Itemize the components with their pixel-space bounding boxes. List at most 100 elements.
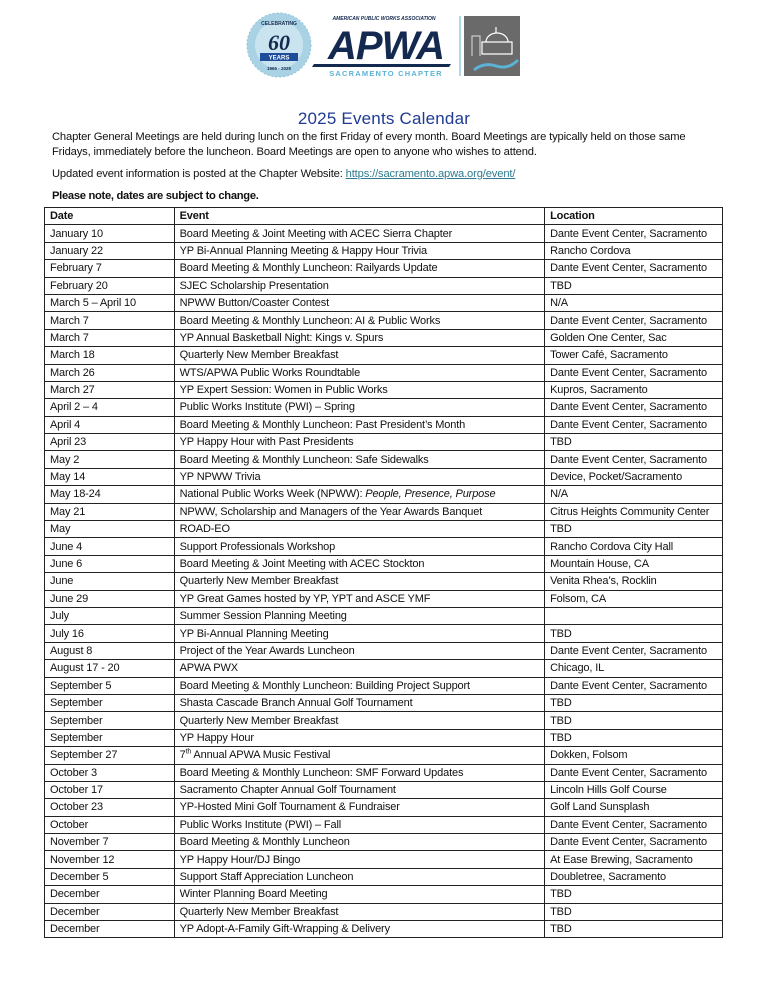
event-text: YP Bi-Annual Planning Meeting xyxy=(179,627,329,640)
table-row: March 27 YP Expert Session: Women in Publ… xyxy=(44,380,723,400)
event-location: Dante Event Center, Sacramento xyxy=(544,833,723,852)
event-text: Board Meeting & Monthly Luncheon: AI & P… xyxy=(179,314,441,327)
event-text: SJEC Scholarship Presentation xyxy=(179,279,329,292)
intro-section: Chapter General Meetings are held during… xyxy=(52,130,722,211)
event-name: Public Works Institute (PWI) – Fall xyxy=(173,815,546,835)
table-row: June 6 Board Meeting & Joint Meeting with… xyxy=(44,554,723,574)
website-info: Updated event information is posted at t… xyxy=(52,168,516,180)
svg-text:YEARS: YEARS xyxy=(269,56,290,62)
event-date: June 29 xyxy=(44,589,175,608)
event-text: YP Happy Hour/DJ Bingo xyxy=(179,853,301,866)
event-date: May 21 xyxy=(44,502,175,522)
event-name: YP Happy Hour with Past Presidents xyxy=(173,433,546,452)
event-name: YP Bi-Annual Planning Meeting & Happy Ho… xyxy=(173,241,546,261)
table-row: October Public Works Institute (PWI) – Fa… xyxy=(44,815,723,835)
event-text: Public Works Institute (PWI) – Fall xyxy=(179,818,342,831)
event-text: Board Meeting & Joint Meeting with ACEC … xyxy=(179,227,453,240)
event-date: January 22 xyxy=(44,241,175,261)
event-text: YP Bi-Annual Planning Meeting & Happy Ho… xyxy=(179,244,428,257)
event-date: January 10 xyxy=(44,224,175,243)
event-text: Board Meeting & Monthly Luncheon: Railya… xyxy=(179,262,438,275)
event-date: July xyxy=(44,606,175,626)
table-row: May 2 Board Meeting & Monthly Luncheon: S… xyxy=(44,450,723,469)
event-location: TBD xyxy=(544,520,723,539)
event-location: Venita Rhea’s, Rocklin xyxy=(544,572,723,591)
event-date: October 3 xyxy=(44,763,175,782)
event-location: Folsom, CA xyxy=(544,589,723,608)
event-location: Device, Pocket/Sacramento xyxy=(544,467,723,487)
event-date: July 16 xyxy=(44,624,175,643)
event-location: Golden One Center, Sac xyxy=(544,328,723,348)
event-location: TBD xyxy=(544,433,723,452)
event-text: Support Professionals Workshop xyxy=(179,540,336,553)
table-row: December 5 Support Staff Appreciation Lun… xyxy=(44,867,723,887)
event-location: TBD xyxy=(544,885,723,904)
event-name: Quarterly New Member Breakfast xyxy=(173,346,546,365)
event-date: September xyxy=(44,693,175,713)
event-name: Board Meeting & Monthly Luncheon: AI & P… xyxy=(173,311,546,330)
event-location: TBD xyxy=(544,902,723,922)
event-date: October 23 xyxy=(44,798,175,817)
event-text: Quarterly New Member Breakfast xyxy=(179,575,339,588)
event-text: APWA PWX xyxy=(179,662,238,675)
event-name: Support Professionals Workshop xyxy=(173,537,546,556)
event-name: YP-Hosted Mini Golf Tournament & Fundrai… xyxy=(173,798,546,817)
table-row: April 2 – 4 Public Works Institute (PWI) … xyxy=(44,398,723,417)
event-name: Shasta Cascade Branch Annual Golf Tourna… xyxy=(173,693,546,713)
table-header-row: Date Event Location xyxy=(44,206,723,226)
event-name: Project of the Year Awards Luncheon xyxy=(173,641,546,661)
event-text: National Public Works Week (NPWW): xyxy=(179,488,366,501)
svg-text:60: 60 xyxy=(268,30,290,55)
event-text: YP Happy Hour with Past Presidents xyxy=(179,436,354,449)
event-location: Dante Event Center, Sacramento xyxy=(544,815,723,835)
event-date: March 26 xyxy=(44,363,175,382)
event-date: April 4 xyxy=(44,415,175,435)
event-text: Board Meeting & Monthly Luncheon: Past P… xyxy=(179,418,466,431)
event-date: June xyxy=(44,572,175,591)
table-row: September YP Happy Hour TBD xyxy=(44,728,723,748)
event-text: Shasta Cascade Branch Annual Golf Tourna… xyxy=(179,697,413,710)
table-row: March 5 – April 10 NPWW Button/Coaster Co… xyxy=(44,293,723,313)
event-text: Winter Planning Board Meeting xyxy=(179,888,328,901)
event-location: Dokken, Folsom xyxy=(544,746,723,765)
event-date: December xyxy=(44,885,175,904)
event-date: May 2 xyxy=(44,450,175,469)
event-name: APWA PWX xyxy=(173,659,546,678)
event-date: May 18-24 xyxy=(44,485,175,504)
page-title: 2025 Events Calendar xyxy=(297,109,471,129)
event-location: Rancho Cordova xyxy=(544,241,723,261)
event-location: Dante Event Center, Sacramento xyxy=(544,641,723,661)
event-name: YP Happy Hour/DJ Bingo xyxy=(173,850,546,869)
table-row: May 18-24 National Public Works Week (NPW… xyxy=(44,485,723,504)
event-name: YP Expert Session: Women in Public Works xyxy=(173,380,546,400)
chapter-website-link[interactable]: https://sacramento.apwa.org/event/ xyxy=(345,168,516,180)
table-row: June 29 YP Great Games hosted by YP, YPT … xyxy=(44,589,723,608)
svg-text:AMERICAN PUBLIC WORKS ASSOCIAT: AMERICAN PUBLIC WORKS ASSOCIATION xyxy=(331,16,435,22)
event-location: TBD xyxy=(544,624,723,643)
event-location: Dante Event Center, Sacramento xyxy=(544,415,723,435)
event-text: Public Works Institute (PWI) – Spring xyxy=(179,401,355,414)
event-name: Summer Session Planning Meeting xyxy=(173,606,546,626)
table-row: June Quarterly New Member Breakfast Venita… xyxy=(44,572,723,591)
event-text: YP NPWW Trivia xyxy=(179,471,261,484)
event-name: 7th Annual APWA Music Festival xyxy=(173,746,546,765)
60-years-badge: CELEBRATING 60 YEARS 1965 - 2025 xyxy=(246,12,312,78)
event-date: February 20 xyxy=(44,276,175,295)
table-row: June 4 Support Professionals Workshop Ranc… xyxy=(44,537,723,556)
event-location: At Ease Brewing, Sacramento xyxy=(544,850,723,869)
table-row: July 16 YP Bi-Annual Planning Meeting TBD xyxy=(44,624,723,643)
event-text: Annual APWA Music Festival xyxy=(191,749,331,762)
table-row: January 10 Board Meeting & Joint Meeting … xyxy=(44,224,723,243)
event-text: YP Annual Basketball Night: Kings v. Spu… xyxy=(179,331,384,344)
event-name: YP Great Games hosted by YP, YPT and ASC… xyxy=(173,589,546,608)
event-name: Support Staff Appreciation Luncheon xyxy=(173,867,546,887)
table-row: October 3 Board Meeting & Monthly Luncheo… xyxy=(44,763,723,782)
event-location: TBD xyxy=(544,920,723,939)
event-text: NPWW, Scholarship and Managers of the Ye… xyxy=(179,505,483,518)
event-name: Public Works Institute (PWI) – Spring xyxy=(173,398,546,417)
ordinal-suffix: th xyxy=(185,748,192,756)
event-name: ROAD-EO xyxy=(173,520,546,539)
table-row: September Shasta Cascade Branch Annual Go… xyxy=(44,693,723,713)
event-text: Quarterly New Member Breakfast xyxy=(179,349,339,362)
event-text: Board Meeting & Monthly Luncheon: SMF Fo… xyxy=(179,766,464,779)
